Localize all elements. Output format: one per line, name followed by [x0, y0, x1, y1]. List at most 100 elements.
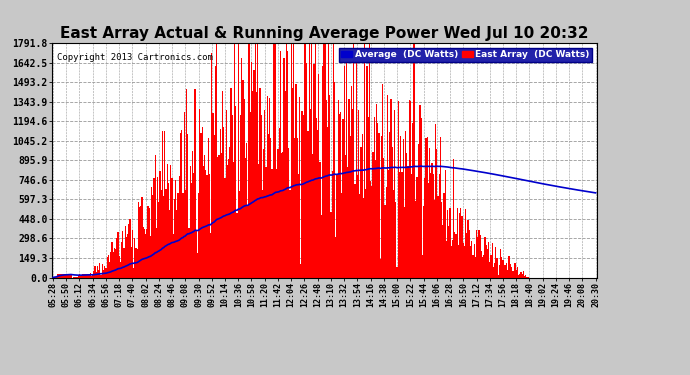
- Bar: [179, 176, 180, 278]
- Bar: [415, 201, 416, 278]
- Bar: [510, 264, 511, 278]
- Bar: [259, 88, 261, 278]
- Bar: [464, 246, 465, 278]
- Bar: [129, 219, 130, 278]
- Bar: [161, 190, 162, 278]
- Bar: [444, 170, 446, 278]
- Bar: [151, 187, 152, 278]
- Bar: [264, 110, 266, 278]
- Bar: [114, 249, 115, 278]
- Bar: [92, 274, 93, 278]
- Bar: [439, 174, 440, 278]
- Bar: [150, 236, 151, 278]
- Bar: [504, 265, 505, 278]
- Bar: [513, 272, 515, 278]
- Bar: [352, 110, 353, 278]
- Bar: [258, 164, 259, 278]
- Bar: [466, 233, 468, 278]
- Bar: [176, 210, 177, 278]
- Bar: [348, 99, 350, 278]
- Bar: [117, 232, 119, 278]
- Text: Copyright 2013 Cartronics.com: Copyright 2013 Cartronics.com: [57, 53, 213, 62]
- Bar: [169, 210, 170, 278]
- Bar: [91, 276, 92, 278]
- Bar: [200, 133, 201, 278]
- Bar: [88, 274, 90, 278]
- Bar: [184, 112, 185, 278]
- Bar: [368, 117, 369, 278]
- Bar: [455, 234, 457, 278]
- Bar: [134, 238, 135, 278]
- Bar: [192, 151, 193, 278]
- Bar: [425, 138, 426, 278]
- Bar: [256, 92, 257, 278]
- Bar: [302, 111, 303, 278]
- Bar: [237, 43, 239, 278]
- Bar: [245, 158, 246, 278]
- Bar: [421, 118, 422, 278]
- Bar: [281, 153, 282, 278]
- Bar: [458, 245, 459, 278]
- Bar: [209, 174, 210, 278]
- Bar: [68, 274, 69, 278]
- Bar: [418, 144, 420, 278]
- Bar: [164, 131, 166, 278]
- Bar: [269, 98, 270, 278]
- Bar: [177, 193, 179, 278]
- Bar: [242, 80, 244, 278]
- Bar: [306, 63, 308, 278]
- Bar: [251, 62, 252, 278]
- Bar: [477, 237, 478, 278]
- Bar: [104, 267, 106, 278]
- Bar: [193, 173, 195, 278]
- Bar: [495, 247, 496, 278]
- Bar: [357, 175, 358, 278]
- Bar: [423, 206, 424, 278]
- Bar: [119, 255, 120, 278]
- Bar: [54, 277, 55, 278]
- Bar: [75, 277, 77, 278]
- Bar: [101, 264, 103, 278]
- Bar: [215, 66, 216, 278]
- Bar: [300, 264, 302, 278]
- Bar: [304, 43, 305, 278]
- Bar: [82, 274, 83, 278]
- Bar: [404, 207, 405, 278]
- Bar: [226, 110, 227, 278]
- Bar: [429, 147, 430, 278]
- Bar: [121, 242, 122, 278]
- Bar: [295, 84, 297, 278]
- Bar: [463, 243, 464, 278]
- Bar: [228, 159, 229, 278]
- Bar: [378, 133, 380, 278]
- Legend: Average  (DC Watts), East Array  (DC Watts): Average (DC Watts), East Array (DC Watts…: [339, 48, 592, 62]
- Bar: [122, 231, 124, 278]
- Bar: [460, 208, 462, 278]
- Bar: [126, 237, 127, 278]
- Bar: [369, 43, 370, 278]
- Bar: [240, 116, 241, 278]
- Bar: [279, 51, 281, 278]
- Bar: [329, 94, 331, 278]
- Bar: [198, 193, 199, 278]
- Bar: [170, 165, 172, 278]
- Bar: [518, 275, 520, 278]
- Bar: [128, 224, 129, 278]
- Bar: [489, 262, 491, 278]
- Bar: [85, 274, 86, 278]
- Bar: [148, 209, 150, 278]
- Bar: [355, 63, 357, 278]
- Bar: [405, 130, 406, 278]
- Bar: [388, 170, 389, 278]
- Bar: [411, 174, 412, 278]
- Bar: [79, 274, 80, 278]
- Bar: [205, 170, 206, 278]
- Bar: [344, 66, 345, 278]
- Bar: [465, 210, 466, 278]
- Bar: [493, 267, 494, 278]
- Bar: [473, 244, 475, 278]
- Bar: [292, 88, 293, 278]
- Bar: [106, 257, 108, 278]
- Title: East Array Actual & Running Average Power Wed Jul 10 20:32: East Array Actual & Running Average Powe…: [60, 26, 589, 40]
- Bar: [56, 276, 57, 278]
